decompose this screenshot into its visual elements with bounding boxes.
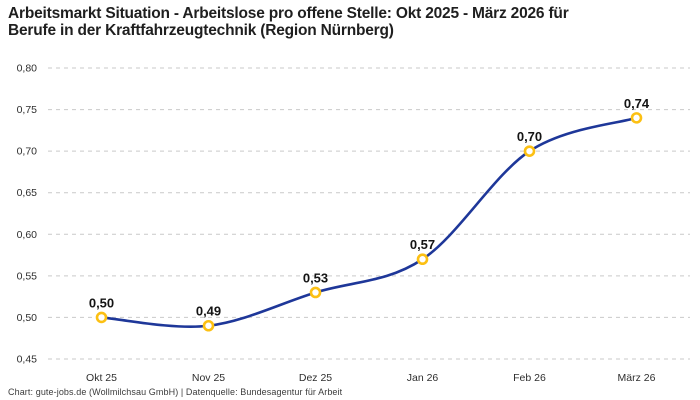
chart-title-line-2: Berufe in der Kraftfahrzeugtechnik (Regi… [8,22,394,39]
y-tick-label: 0,55 [17,270,38,282]
y-tick-label: 0,50 [17,312,38,324]
data-point-marker [416,253,429,266]
data-point-label: 0,70 [517,129,542,144]
data-point-label: 0,57 [410,237,435,252]
x-tick-label: Jan 26 [407,372,439,384]
chart-title: Arbeitsmarkt Situation - Arbeitslose pro… [8,5,680,39]
chart-title-line-1: Arbeitsmarkt Situation - Arbeitslose pro… [8,5,569,22]
y-tick-label: 0,45 [17,354,38,366]
data-point-marker [630,112,643,124]
chart-source-attribution: Chart: gute-jobs.de (Wollmilchsau GmbH) … [8,387,343,397]
data-point-marker [309,286,322,299]
y-tick-label: 0,60 [17,229,38,241]
data-point-label: 0,49 [196,304,221,319]
data-point-label: 0,74 [624,96,650,111]
data-point-label: 0,50 [89,295,114,310]
x-tick-label: März 26 [618,372,656,384]
x-tick-label: Nov 25 [192,372,225,384]
x-tick-label: Okt 25 [86,372,117,384]
x-tick-label: Dez 25 [299,372,332,384]
data-point-label: 0,53 [303,270,328,285]
x-tick-label: Feb 26 [513,372,546,384]
data-point-marker [202,319,215,332]
data-point-marker [523,145,536,157]
y-tick-label: 0,80 [17,63,38,75]
y-tick-label: 0,70 [17,146,38,158]
data-point-marker [95,311,108,324]
y-tick-label: 0,65 [17,187,38,199]
y-tick-label: 0,75 [17,104,38,116]
series-line [100,116,638,328]
